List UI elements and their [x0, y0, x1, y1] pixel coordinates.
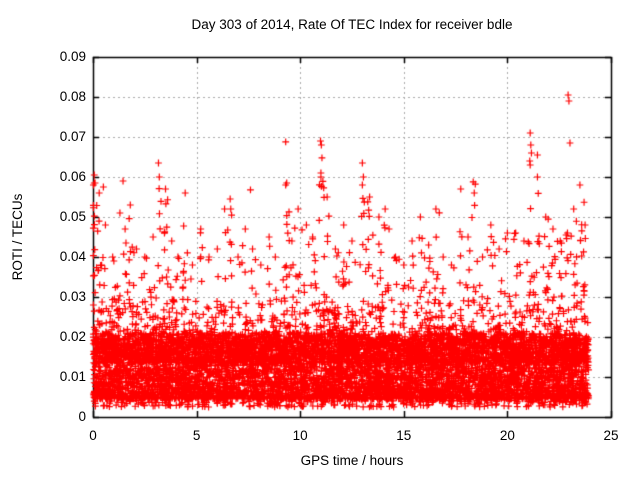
- y-tick-label: 0.09: [59, 49, 86, 64]
- x-tick-label: 0: [89, 428, 97, 443]
- y-tick-label: 0.01: [59, 369, 86, 384]
- y-tick-label: 0: [78, 409, 86, 424]
- y-tick-label: 0.03: [59, 289, 86, 304]
- x-tick-label: 15: [396, 428, 412, 443]
- chart-title: Day 303 of 2014, Rate Of TEC Index for r…: [191, 17, 513, 32]
- y-tick-label: 0.02: [59, 329, 86, 344]
- x-tick-label: 20: [499, 428, 515, 443]
- x-axis-label: GPS time / hours: [300, 453, 404, 468]
- y-tick-label: 0.05: [59, 209, 86, 224]
- x-tick-label: 10: [292, 428, 308, 443]
- y-tick-label: 0.08: [59, 89, 86, 104]
- x-tick-label: 25: [603, 428, 619, 443]
- y-tick-label: 0.04: [59, 249, 86, 264]
- y-tick-label: 0.07: [59, 129, 86, 144]
- y-tick-label: 0.06: [59, 169, 86, 184]
- x-tick-label: 5: [192, 428, 201, 443]
